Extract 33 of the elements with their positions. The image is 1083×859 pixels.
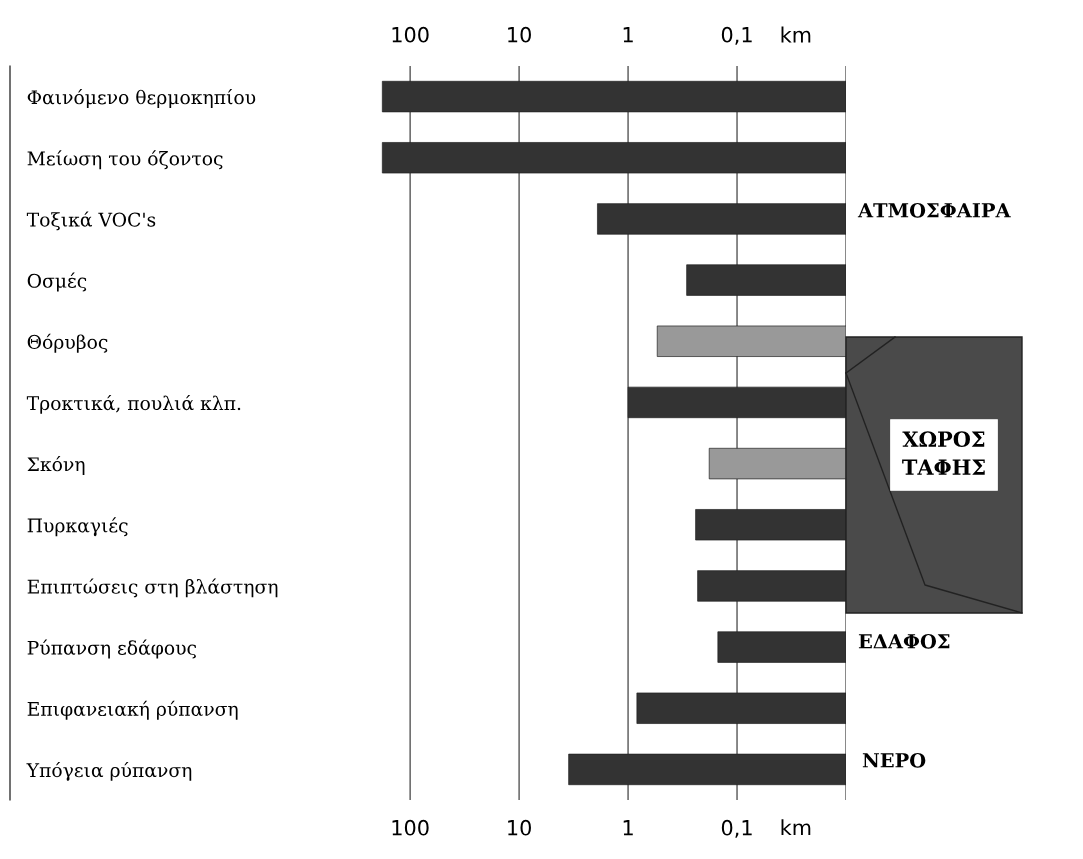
text: ΕΔΑΦΟΣ [858,633,950,649]
text: ΝΕΡΟ [862,752,926,768]
text: ΑΤΜΟΣΦΑΙΡΑ [857,202,1011,218]
text: ΧΩΡΟΣ ΤΑΦΗΣ [902,431,985,475]
y-tick-label: Πυρκαγιές [27,517,128,537]
bar [381,80,846,113]
y-tick-label: Τοξικά VOC's [26,211,156,231]
text: 10 [508,26,531,43]
y-tick-label: Επιφανειακή ρύπανση [27,700,238,720]
text: 100 [392,26,429,43]
bar [597,203,846,235]
y-tick-label: Τροκτικά, πουλιά κλπ. [26,394,241,414]
x-tick-label: 0,1 [721,819,752,838]
x-tick-label: 10 [508,819,531,836]
y-tick-label: Ρύπανση εδάφους [27,639,196,659]
x-axis-title: km [781,819,811,836]
bar [636,692,846,724]
bar [686,264,846,296]
bar [568,753,846,786]
y-tick-label: Φαινόμενο θερμοκηπίου [27,89,256,108]
y-tick-label: Οσμές [27,272,87,292]
x-tick-label: 1 [623,820,633,836]
bar [717,631,846,663]
x-tick-label: 100 [392,819,429,836]
y-tick-label: Μείωση του όζοντος [27,150,223,170]
text: 1 [623,27,633,43]
y-tick-label: Σκόνη [27,456,85,475]
y-tick-label: Επιπτώσεις στη βλάστηση [27,578,278,598]
text: 0,1 [721,26,752,45]
bar [381,142,846,174]
text: km [781,26,811,43]
y-tick-label: Υπόγεια ρύπανση [26,761,192,781]
y-tick-label: Θόρυβος [27,333,108,353]
